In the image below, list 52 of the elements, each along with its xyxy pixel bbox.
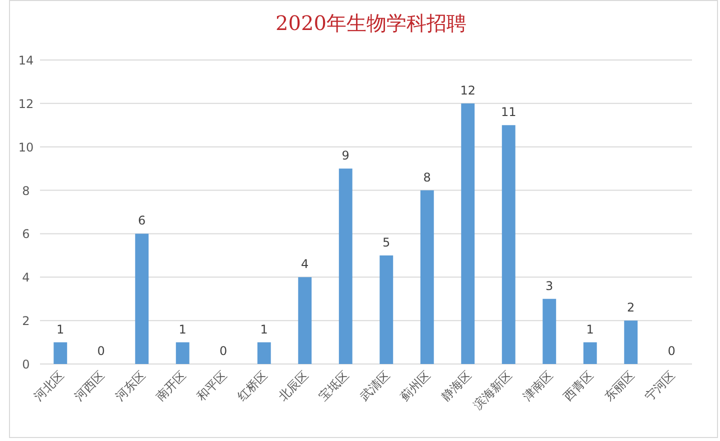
bar [624, 320, 638, 364]
x-tick-label: 北辰区 [276, 368, 311, 404]
data-label: 4 [301, 257, 309, 272]
data-label: 8 [423, 170, 431, 184]
bar [338, 168, 352, 364]
data-label: 1 [56, 322, 64, 336]
data-label: 0 [97, 344, 105, 358]
y-tick-label: 0 [22, 358, 30, 372]
y-tick-label: 14 [18, 54, 34, 68]
data-label: 12 [460, 83, 476, 98]
bar [298, 277, 312, 364]
y-tick-label: 6 [22, 227, 30, 242]
bar [502, 125, 516, 364]
bar [380, 255, 394, 364]
x-tick-label: 南开区 [153, 368, 189, 404]
x-tick-label: 东丽区 [602, 368, 637, 404]
data-label: 2 [627, 300, 635, 315]
x-tick-label: 河北区 [31, 368, 66, 404]
bar [257, 342, 271, 364]
data-label: 1 [178, 322, 186, 336]
bar [420, 190, 434, 364]
data-label: 3 [546, 278, 554, 293]
x-tick-label: 宁河区 [642, 368, 678, 404]
x-tick-label: 蓟州区 [398, 368, 434, 404]
chart-title: 2020年生物学科招聘 [276, 11, 466, 35]
x-tick-label: 红桥区 [234, 368, 270, 404]
bar [583, 342, 597, 364]
data-label: 0 [668, 344, 676, 358]
y-tick-label: 2 [22, 314, 30, 328]
x-tick-label: 西青区 [560, 368, 596, 404]
x-tick-label: 河东区 [112, 368, 148, 404]
y-tick-label: 10 [18, 140, 34, 154]
x-tick-label: 武清区 [357, 368, 392, 404]
data-label: 1 [260, 322, 268, 336]
y-tick-label: 8 [22, 184, 30, 198]
bar [176, 342, 190, 364]
y-tick-label: 4 [22, 270, 30, 285]
bar [542, 298, 556, 364]
bar [135, 234, 149, 364]
data-label: 1 [586, 322, 594, 336]
x-tick-label: 河西区 [72, 368, 108, 404]
y-tick-label: 12 [18, 96, 34, 111]
data-label: 0 [220, 344, 228, 358]
x-tick-label: 和平区 [194, 368, 230, 404]
x-tick-label: 津南区 [520, 368, 556, 404]
bar [461, 103, 475, 364]
x-tick-label: 宝坻区 [316, 368, 352, 404]
bar [54, 342, 68, 364]
data-label: 9 [342, 148, 350, 163]
data-label: 5 [382, 235, 390, 250]
data-label: 11 [500, 105, 516, 120]
data-label: 6 [138, 214, 146, 228]
